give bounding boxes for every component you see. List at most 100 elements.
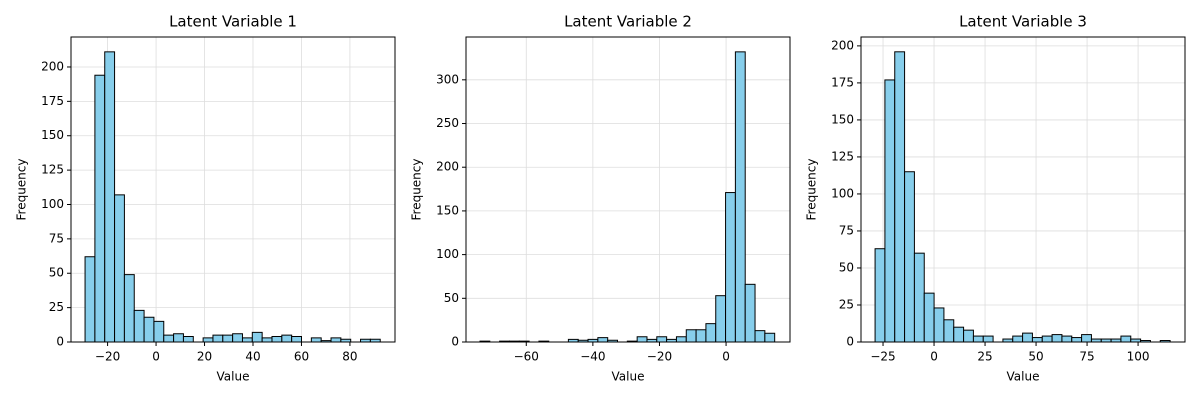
histogram-bar [241, 337, 253, 343]
histogram-bar [173, 333, 184, 343]
histogram-bar [291, 335, 303, 343]
histogram-bar [636, 336, 648, 343]
y-tick-label: 250 [436, 116, 459, 130]
y-axis-label: Frequency [805, 159, 819, 221]
y-tick-label: 200 [41, 59, 64, 73]
histogram-bar [725, 192, 736, 343]
histogram-bar [953, 326, 965, 343]
y-tick-label: 0 [451, 335, 459, 349]
histogram-bar [963, 329, 974, 343]
histogram-bar [163, 334, 175, 343]
histogram-bar [84, 256, 96, 343]
x-tick-label: 0 [722, 350, 730, 364]
histogram-bar [133, 309, 145, 343]
histogram-bar [251, 331, 263, 343]
histogram-bar [271, 335, 283, 343]
histogram-bar [695, 329, 707, 343]
histogram-bar [1071, 337, 1083, 343]
histogram-bar [734, 51, 746, 343]
chart-title: Latent Variable 3 [959, 13, 1087, 31]
histogram-bar [123, 274, 135, 343]
y-tick-label: 100 [41, 197, 64, 211]
histogram-bar [310, 337, 322, 343]
axes-frame [70, 36, 396, 343]
histogram-bar [330, 337, 342, 343]
histogram-bar [153, 320, 165, 343]
y-tick-label: 50 [839, 260, 854, 274]
histogram-bar [715, 295, 727, 343]
histogram-bar [94, 74, 106, 343]
axes-frame [465, 36, 791, 343]
x-tick-label: 40 [245, 350, 260, 364]
x-axis-label: Value [1007, 370, 1040, 384]
y-axis-label: Frequency [410, 159, 424, 221]
histogram-bar [222, 334, 234, 343]
y-tick-label: 150 [831, 112, 854, 126]
histogram-bar [202, 337, 214, 343]
y-tick-label: 150 [41, 128, 64, 142]
histogram-bar [884, 79, 896, 343]
x-tick-label: 0 [930, 350, 938, 364]
histogram-bar [685, 329, 697, 343]
x-tick-label: 80 [342, 350, 357, 364]
histogram-bar [982, 335, 994, 343]
y-tick-label: 25 [839, 297, 854, 311]
y-tick-label: 150 [436, 203, 459, 217]
histogram-bar [904, 171, 915, 343]
histogram-bar [1081, 334, 1092, 343]
x-tick-label: 0 [152, 350, 160, 364]
y-tick-label: 25 [49, 300, 64, 314]
y-tick-label: 50 [49, 266, 64, 280]
chart-panel: Latent Variable 3 −25 0 25 50 75 100 0 25 50 75 100… [805, 13, 1186, 384]
x-tick-label: 20 [197, 350, 212, 364]
histogram-bar [1061, 335, 1073, 343]
histogram-bar [281, 334, 293, 343]
y-tick-label: 175 [831, 75, 854, 89]
histogram-bar [597, 337, 609, 343]
histogram-bar [1022, 332, 1033, 343]
y-tick-label: 300 [436, 72, 459, 86]
y-tick-label: 75 [839, 223, 854, 237]
chart-title: Latent Variable 2 [564, 13, 692, 31]
histogram-bar [114, 194, 125, 343]
y-tick-label: 75 [49, 231, 64, 245]
axes-frame [860, 36, 1186, 343]
histogram-bar [705, 323, 717, 343]
x-tick-label: −25 [870, 350, 895, 364]
x-tick-label: −40 [580, 350, 605, 364]
histogram-bar [943, 319, 955, 343]
histogram-bar [182, 335, 194, 343]
histogram-bar [104, 51, 116, 343]
x-tick-label: 50 [1028, 350, 1043, 364]
histogram-bar [675, 336, 687, 343]
histogram-bar [894, 51, 906, 343]
histogram-bar [1031, 337, 1043, 343]
histogram-bar [913, 252, 925, 343]
histogram-bar [754, 330, 766, 343]
chart-title: Latent Variable 1 [169, 13, 297, 31]
histogram-bar [656, 336, 668, 343]
x-axis-label: Value [612, 370, 645, 384]
histogram-bar [1120, 335, 1132, 343]
histogram-bar [232, 333, 243, 343]
histogram-bar [764, 332, 776, 343]
x-axis-label: Value [217, 370, 250, 384]
histogram-bar [1041, 335, 1053, 343]
x-tick-label: 100 [1127, 350, 1150, 364]
histogram-bar [1012, 335, 1024, 343]
y-tick-label: 200 [831, 38, 854, 52]
histogram-bar [923, 292, 935, 343]
histogram-bar [1051, 334, 1063, 343]
y-axis-label: Frequency [15, 159, 29, 221]
x-tick-label: 25 [977, 350, 992, 364]
y-tick-label: 0 [56, 335, 64, 349]
y-tick-label: 50 [444, 291, 459, 305]
y-tick-label: 0 [846, 335, 854, 349]
histogram-bar [212, 334, 224, 343]
y-tick-label: 125 [41, 163, 64, 177]
histogram-bar [874, 248, 886, 343]
y-tick-label: 200 [436, 160, 459, 174]
y-tick-label: 175 [41, 94, 64, 108]
y-tick-label: 125 [831, 149, 854, 163]
chart-panel: Latent Variable 2 −60 −40 −20 0 0 50 100 150 200 2… [410, 13, 791, 384]
